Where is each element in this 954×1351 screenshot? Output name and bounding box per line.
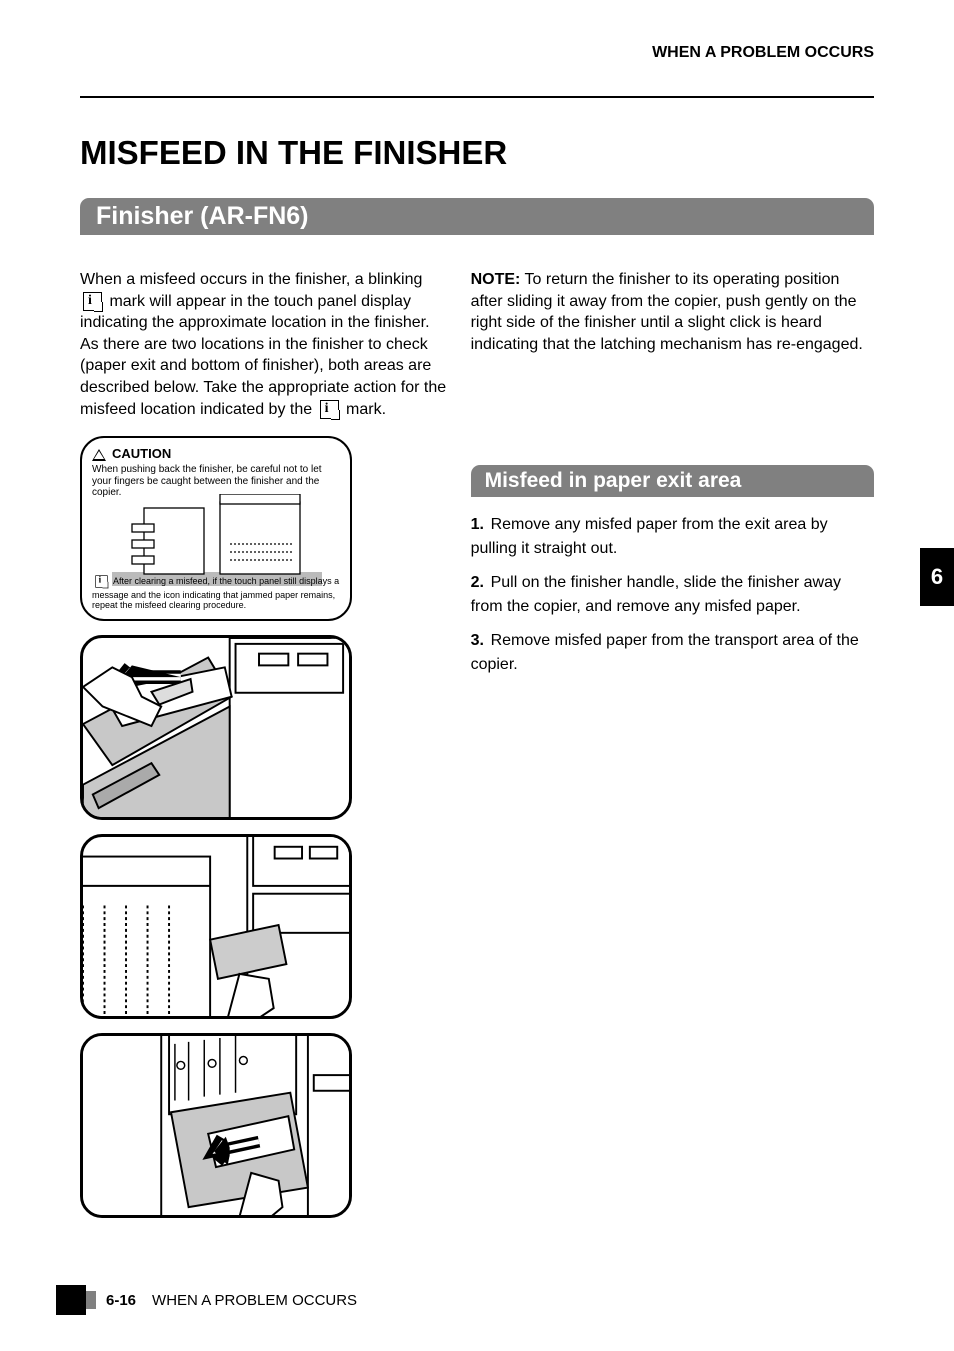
caution-title: CAUTION — [112, 446, 171, 461]
step-2: 2.Pull on the finisher handle, slide the… — [471, 571, 874, 619]
step-1: 1.Remove any misfed paper from the exit … — [471, 513, 874, 561]
footer: 6-16 WHEN A PROBLEM OCCURS — [56, 1285, 874, 1315]
caution-box: CAUTION When pushing back the finisher, … — [80, 436, 352, 621]
intro-post: mark. — [342, 401, 386, 418]
page-title: MISFEED IN THE FINISHER — [80, 134, 874, 172]
illustration-slide-finisher — [80, 834, 352, 1019]
header-rule — [80, 96, 874, 98]
illustration-transport-area — [80, 1033, 352, 1218]
right-column: NOTE: To return the finisher to its oper… — [471, 253, 874, 1218]
page: WHEN A PROBLEM OCCURS MISFEED IN THE FIN… — [0, 0, 954, 1351]
info-icon — [320, 400, 339, 419]
warning-icon — [92, 449, 106, 461]
illustration-exit-area — [80, 635, 352, 820]
note-label: NOTE: — [471, 271, 521, 288]
section-bar-paper-exit: Misfeed in paper exit area — [471, 465, 874, 497]
intro-mid: mark will appear in the touch panel disp… — [80, 293, 446, 418]
note-paragraph: NOTE: To return the finisher to its oper… — [471, 269, 874, 355]
page-number: 6-16 — [106, 1292, 136, 1309]
left-column: When a misfeed occurs in the finisher, a… — [80, 253, 447, 1218]
step-text: Remove misfed paper from the transport a… — [471, 632, 859, 673]
footer-black-bar — [56, 1285, 86, 1315]
chapter-tab: 6 — [920, 548, 954, 606]
steps-list: 1.Remove any misfed paper from the exit … — [471, 513, 874, 677]
page-header-category: WHEN A PROBLEM OCCURS — [80, 44, 874, 62]
intro-pre: When a misfeed occurs in the finisher, a… — [80, 271, 422, 288]
step-3: 3.Remove misfed paper from the transport… — [471, 629, 874, 677]
info-icon — [83, 292, 102, 311]
caution-heading: CAUTION — [92, 446, 171, 461]
section-bar-finisher: Finisher (AR-FN6) — [80, 198, 874, 235]
footer-section: WHEN A PROBLEM OCCURS — [152, 1292, 357, 1309]
caution-text-bottom: After clearing a misfeed, if the touch p… — [92, 572, 340, 611]
info-icon-small — [95, 576, 107, 588]
content-columns: When a misfeed occurs in the finisher, a… — [80, 253, 874, 1218]
step-text: Remove any misfed paper from the exit ar… — [471, 516, 828, 557]
step-text: Pull on the finisher handle, slide the f… — [471, 574, 841, 615]
note-text: To return the finisher to its operating … — [471, 271, 863, 353]
intro-paragraph: When a misfeed occurs in the finisher, a… — [80, 269, 447, 420]
